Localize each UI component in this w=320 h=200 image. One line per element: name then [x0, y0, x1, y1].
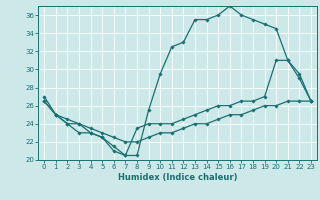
- X-axis label: Humidex (Indice chaleur): Humidex (Indice chaleur): [118, 173, 237, 182]
